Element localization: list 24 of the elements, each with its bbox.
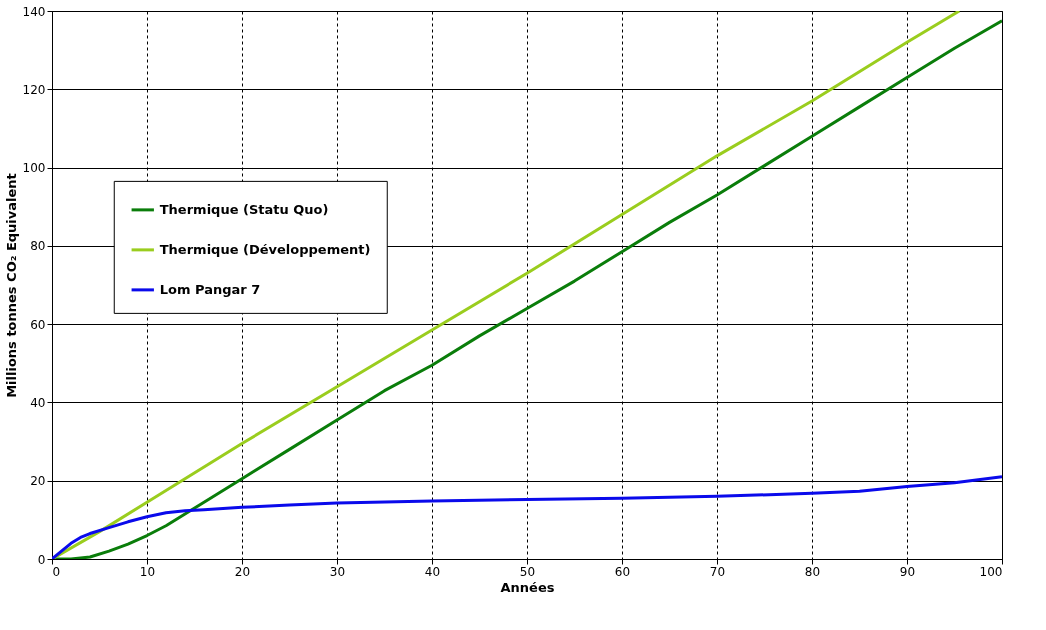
x-tick-label: 60 bbox=[614, 564, 631, 579]
y-axis-title: Millions tonnes CO₂ Equivalent bbox=[3, 173, 19, 398]
x-tick-label: 20 bbox=[234, 564, 251, 579]
y-tick-label: 20 bbox=[30, 474, 46, 489]
x-tick-label: 40 bbox=[424, 564, 441, 579]
y-tick-label: 40 bbox=[30, 395, 46, 410]
legend-label: Lom Pangar 7 bbox=[159, 281, 261, 297]
x-tick-label: 0 bbox=[52, 564, 61, 579]
x-tick-label: 100 bbox=[979, 564, 1003, 579]
y-tick-label: 100 bbox=[22, 161, 46, 176]
x-tick-label: 90 bbox=[899, 564, 916, 579]
x-tick-label: 30 bbox=[329, 564, 346, 579]
x-tick-label: 50 bbox=[519, 564, 536, 579]
legend-label: Thermique (Développement) bbox=[159, 241, 371, 257]
y-tick-label: 120 bbox=[22, 82, 46, 97]
y-tick-label: 140 bbox=[22, 4, 46, 19]
legend-label: Thermique (Statu Quo) bbox=[159, 201, 329, 217]
y-tick-label: 0 bbox=[37, 552, 46, 567]
x-tick-label: 80 bbox=[804, 564, 821, 579]
x-axis-title: Années bbox=[500, 579, 555, 595]
x-tick-label: 70 bbox=[709, 564, 726, 579]
y-tick-label: 80 bbox=[30, 239, 46, 254]
x-tick-label: 10 bbox=[139, 564, 156, 579]
y-tick-label: 60 bbox=[30, 317, 46, 332]
